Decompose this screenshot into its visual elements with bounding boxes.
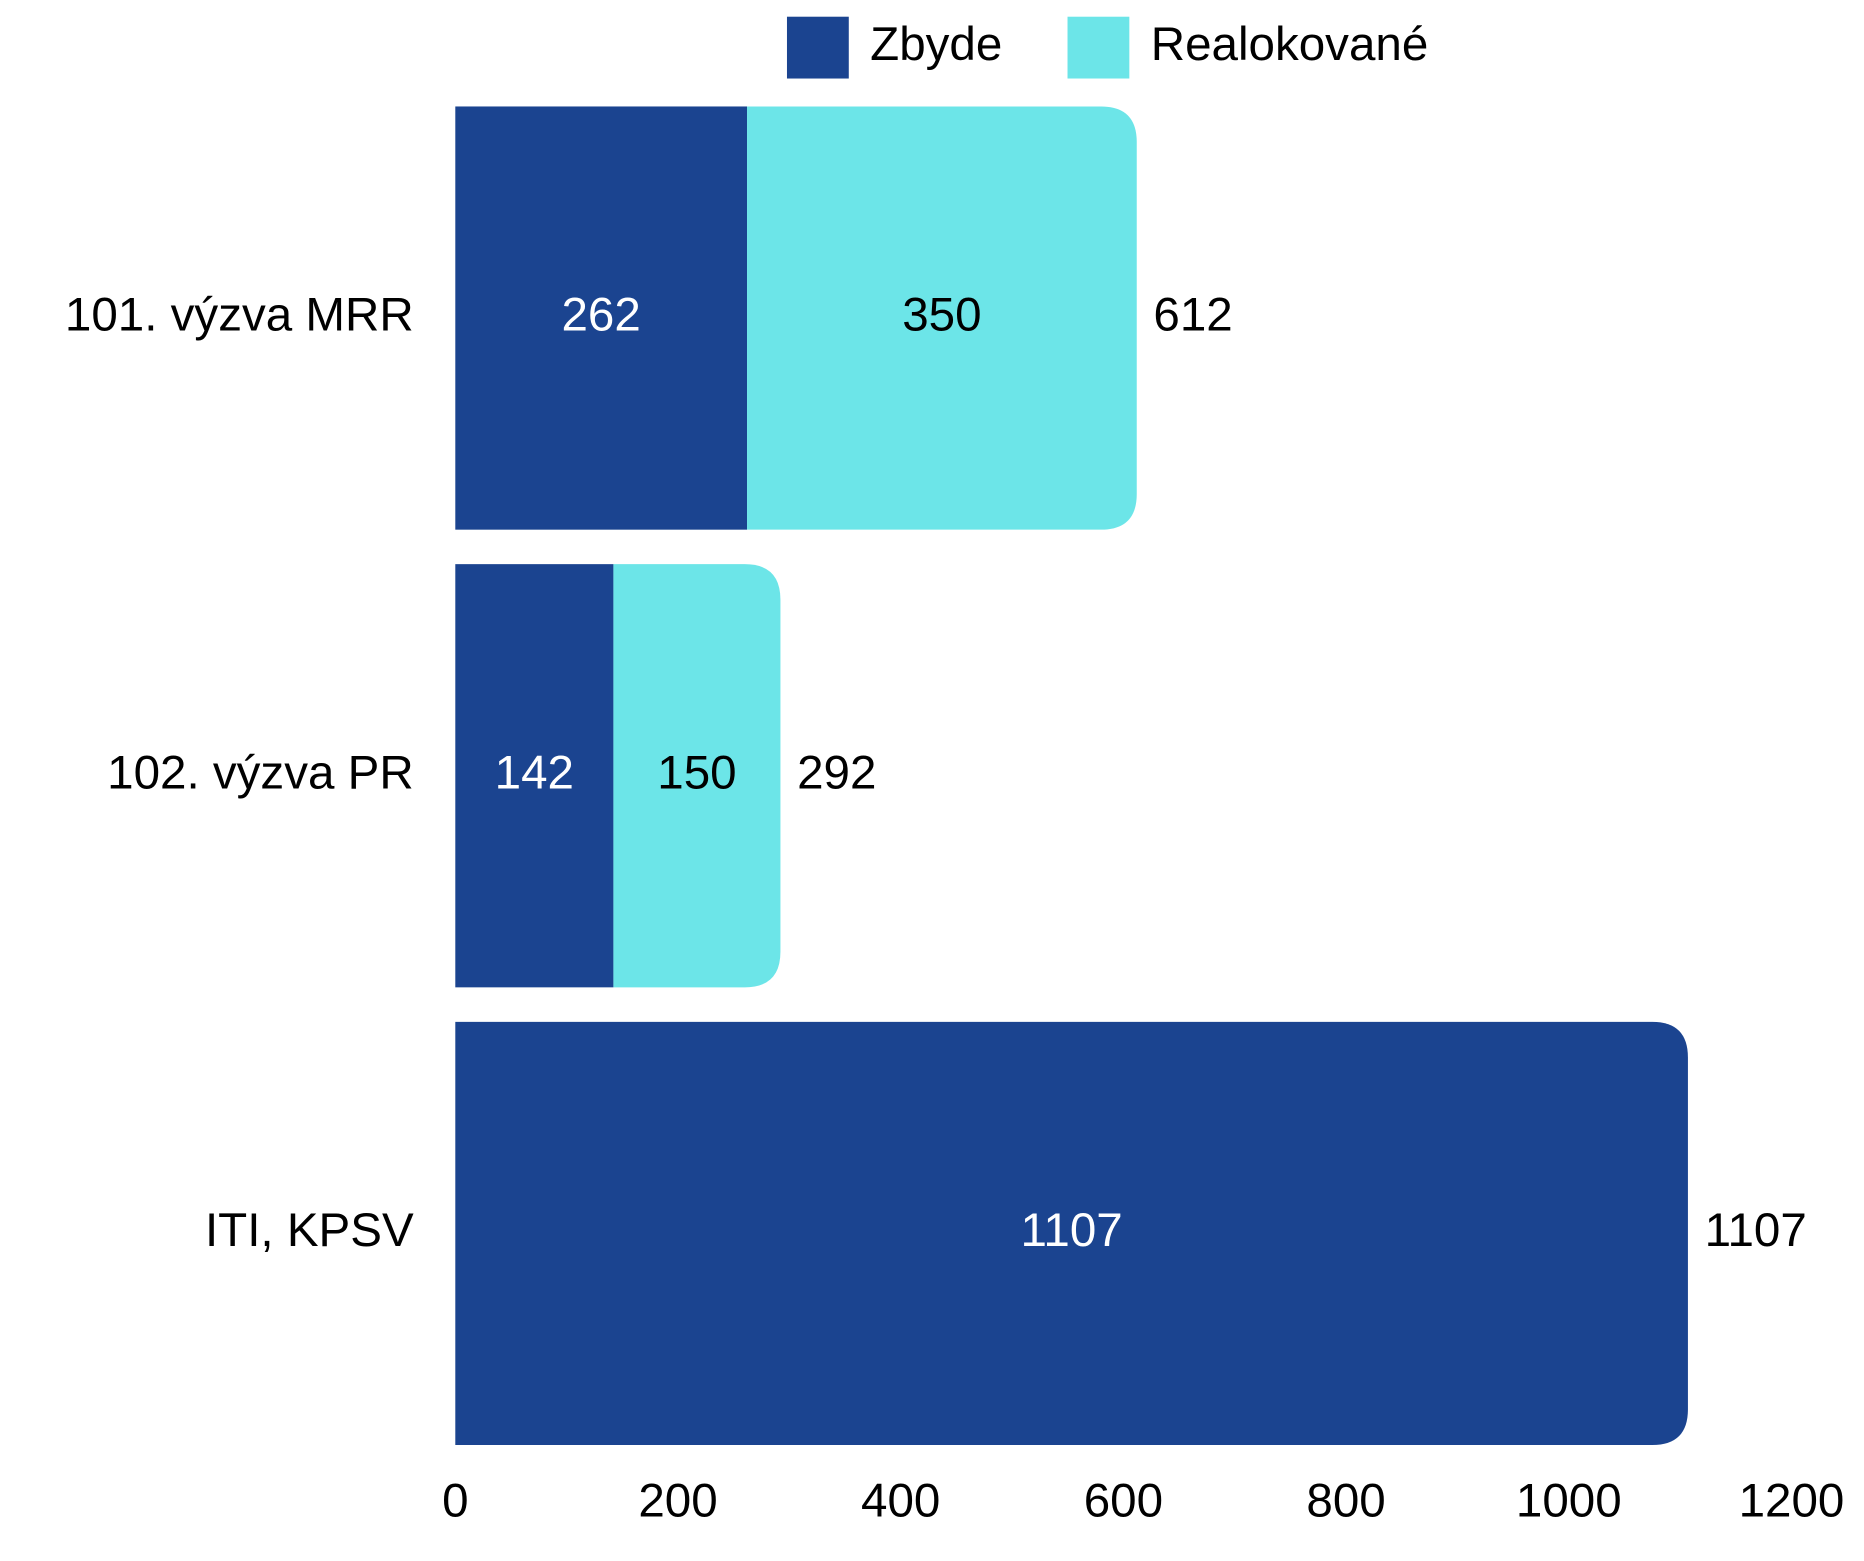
data-label: 262 xyxy=(561,289,640,342)
x-tick-label: 1200 xyxy=(1739,1474,1845,1527)
category-label: ITI, KPSV xyxy=(205,1204,414,1257)
data-label: 150 xyxy=(657,746,736,799)
legend-label: Zbyde xyxy=(870,18,1002,71)
x-tick-label: 1000 xyxy=(1516,1474,1622,1527)
data-label: 1107 xyxy=(1020,1204,1122,1257)
x-tick-label: 200 xyxy=(638,1474,717,1527)
x-tick-label: 800 xyxy=(1306,1474,1385,1527)
legend-label: Realokované xyxy=(1151,18,1429,71)
legend-swatch xyxy=(786,16,849,79)
category-label: 101. výzva MRR xyxy=(65,289,414,342)
bar xyxy=(455,106,748,530)
total-label: 612 xyxy=(1153,289,1232,342)
x-tick-label: 400 xyxy=(861,1474,940,1527)
x-tick-label: 0 xyxy=(442,1474,468,1527)
data-label: 350 xyxy=(902,289,981,342)
bar xyxy=(455,1021,1688,1446)
total-label: 1107 xyxy=(1705,1204,1807,1257)
total-label: 292 xyxy=(797,746,876,799)
bar xyxy=(747,106,1137,530)
bar xyxy=(455,564,614,988)
category-label: 102. výzva PR xyxy=(107,746,414,799)
legend-swatch xyxy=(1067,16,1130,79)
bar xyxy=(613,564,781,988)
x-tick-label: 600 xyxy=(1084,1474,1163,1527)
data-label: 142 xyxy=(495,746,574,799)
